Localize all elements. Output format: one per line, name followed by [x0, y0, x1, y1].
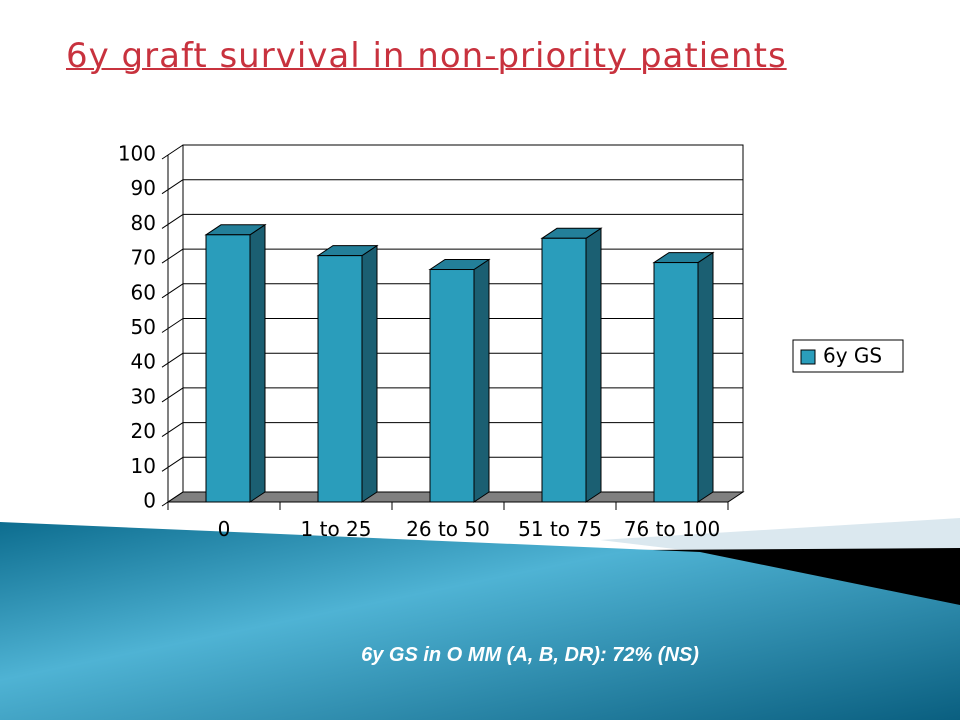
tick-mark [161, 144, 184, 160]
tick-mark [161, 491, 184, 507]
swoosh-light [600, 518, 960, 552]
bar [205, 234, 251, 503]
bar-side [249, 223, 266, 503]
tick-mark [161, 179, 184, 195]
tick-mark [161, 213, 184, 229]
bar-side [473, 258, 490, 503]
bar [541, 237, 587, 503]
bar [317, 255, 363, 503]
annotation: 6y GS in O MM (A, B, DR): 72% (NS) [361, 644, 699, 666]
x-tick-label: 51 to 75 [518, 517, 602, 541]
bar [653, 262, 699, 503]
tick-mark [161, 387, 184, 403]
y-tick-label: 20 [131, 419, 156, 443]
y-tick-label: 90 [131, 176, 156, 200]
bar-side [361, 244, 378, 503]
y-tick-label: 50 [131, 315, 156, 339]
x-tick-label: 0 [217, 517, 231, 541]
y-tick-label: 30 [131, 384, 156, 408]
tick-mark [161, 456, 184, 472]
legend-label: 6y GS [823, 344, 882, 368]
y-tick-label: 40 [131, 350, 156, 374]
bar-side [585, 227, 602, 503]
y-tick-label: 0 [143, 489, 156, 513]
y-tick-label: 100 [118, 142, 156, 166]
legend-swatch [800, 349, 816, 365]
tick-mark [161, 318, 184, 333]
chart-title: 6y graft survival in non-priority patien… [66, 36, 787, 76]
x-tick-label: 1 to 25 [300, 517, 372, 541]
bar [429, 269, 475, 503]
bar-side [697, 251, 714, 503]
y-tick-label: 80 [131, 211, 156, 235]
swoosh [0, 522, 960, 720]
tick-mark [161, 352, 184, 368]
x-tick-label: 76 to 100 [623, 517, 721, 541]
tick-mark [161, 248, 184, 264]
y-tick-label: 60 [131, 280, 156, 304]
x-tick-label: 26 to 50 [406, 517, 490, 541]
tick-mark [161, 422, 184, 438]
y-tick-label: 70 [131, 246, 156, 270]
y-tick-label: 10 [131, 454, 156, 478]
tick-mark [161, 283, 184, 299]
